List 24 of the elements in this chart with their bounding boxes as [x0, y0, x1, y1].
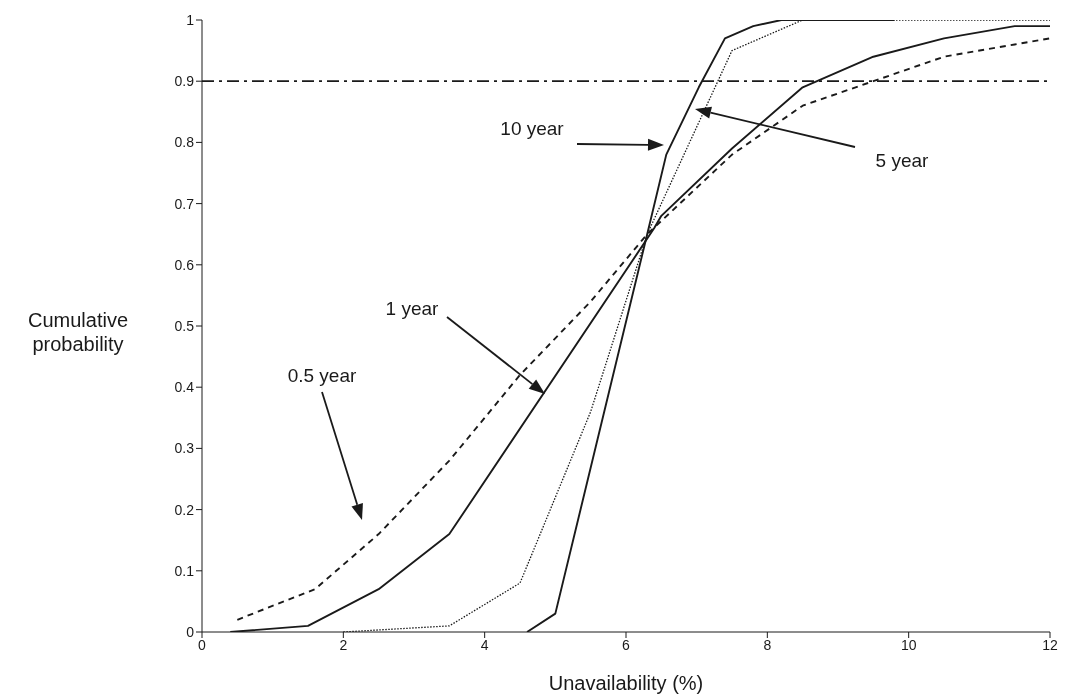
- x-axis-title: Unavailability (%): [548, 672, 704, 694]
- annotation: 0.5 year: [287, 365, 357, 387]
- y-tick-label: 0.8: [174, 134, 195, 151]
- x-tick-label: 12: [1042, 636, 1058, 653]
- y-tick-label: 0: [186, 623, 195, 640]
- x-tick-label: 2: [339, 636, 348, 653]
- x-tick-label: 10: [900, 636, 917, 653]
- y-tick-label: 0.2: [174, 501, 195, 518]
- y-tick-label: 0.7: [174, 195, 195, 212]
- y-tick-label: 0.3: [174, 440, 195, 457]
- y-tick-label: 1: [186, 11, 195, 28]
- annotation: 10 year: [500, 118, 565, 140]
- x-tick-label: 8: [763, 636, 772, 653]
- y-tick-label: 0.5: [174, 317, 195, 334]
- x-tick-label: 4: [480, 636, 489, 653]
- x-tick-label: 0: [198, 636, 207, 653]
- x-tick-label: 6: [622, 636, 631, 653]
- y-tick-label: 0.4: [174, 379, 195, 396]
- y-tick-label: 0.1: [174, 562, 195, 579]
- annotation: 1 year: [385, 298, 440, 320]
- annotation: 5 year: [875, 150, 930, 172]
- y-tick-label: 0.6: [174, 256, 195, 273]
- y-axis-title: Cumulative probability: [26, 308, 129, 356]
- y-tick-label: 0.9: [174, 73, 195, 90]
